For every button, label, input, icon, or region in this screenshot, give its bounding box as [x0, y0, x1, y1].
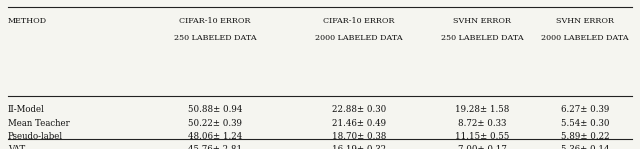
Text: 250 LABELED DATA: 250 LABELED DATA — [173, 34, 256, 42]
Text: 5.54± 0.30: 5.54± 0.30 — [561, 118, 609, 128]
Text: VAT: VAT — [8, 146, 25, 149]
Text: 50.88± 0.94: 50.88± 0.94 — [188, 105, 242, 114]
Text: 5.89± 0.22: 5.89± 0.22 — [561, 132, 609, 141]
Text: 22.88± 0.30: 22.88± 0.30 — [332, 105, 386, 114]
Text: 48.06± 1.24: 48.06± 1.24 — [188, 132, 242, 141]
Text: 16.19± 0.32: 16.19± 0.32 — [332, 146, 386, 149]
Text: Mean Teacher: Mean Teacher — [8, 118, 70, 128]
Text: 21.46± 0.49: 21.46± 0.49 — [332, 118, 386, 128]
Text: 50.22± 0.39: 50.22± 0.39 — [188, 118, 242, 128]
Text: 7.00± 0.17: 7.00± 0.17 — [458, 146, 506, 149]
Text: SVHN ERROR: SVHN ERROR — [453, 17, 511, 25]
Text: SVHN ERROR: SVHN ERROR — [556, 17, 614, 25]
Text: METHOD: METHOD — [8, 17, 47, 25]
Text: 2000 LABELED DATA: 2000 LABELED DATA — [315, 34, 403, 42]
Text: CIFAR-10 ERROR: CIFAR-10 ERROR — [323, 17, 395, 25]
Text: 6.27± 0.39: 6.27± 0.39 — [561, 105, 609, 114]
Text: II-Model: II-Model — [8, 105, 45, 114]
Text: 11.15± 0.55: 11.15± 0.55 — [455, 132, 509, 141]
Text: 8.72± 0.33: 8.72± 0.33 — [458, 118, 506, 128]
Text: 18.70± 0.38: 18.70± 0.38 — [332, 132, 386, 141]
Text: 45.76± 2.81: 45.76± 2.81 — [188, 146, 242, 149]
Text: CIFAR-10 ERROR: CIFAR-10 ERROR — [179, 17, 251, 25]
Text: 250 LABELED DATA: 250 LABELED DATA — [441, 34, 524, 42]
Text: Pseudo-label: Pseudo-label — [8, 132, 63, 141]
Text: 19.28± 1.58: 19.28± 1.58 — [455, 105, 509, 114]
Text: 2000 LABELED DATA: 2000 LABELED DATA — [541, 34, 629, 42]
Text: 5.36± 0.14: 5.36± 0.14 — [561, 146, 609, 149]
